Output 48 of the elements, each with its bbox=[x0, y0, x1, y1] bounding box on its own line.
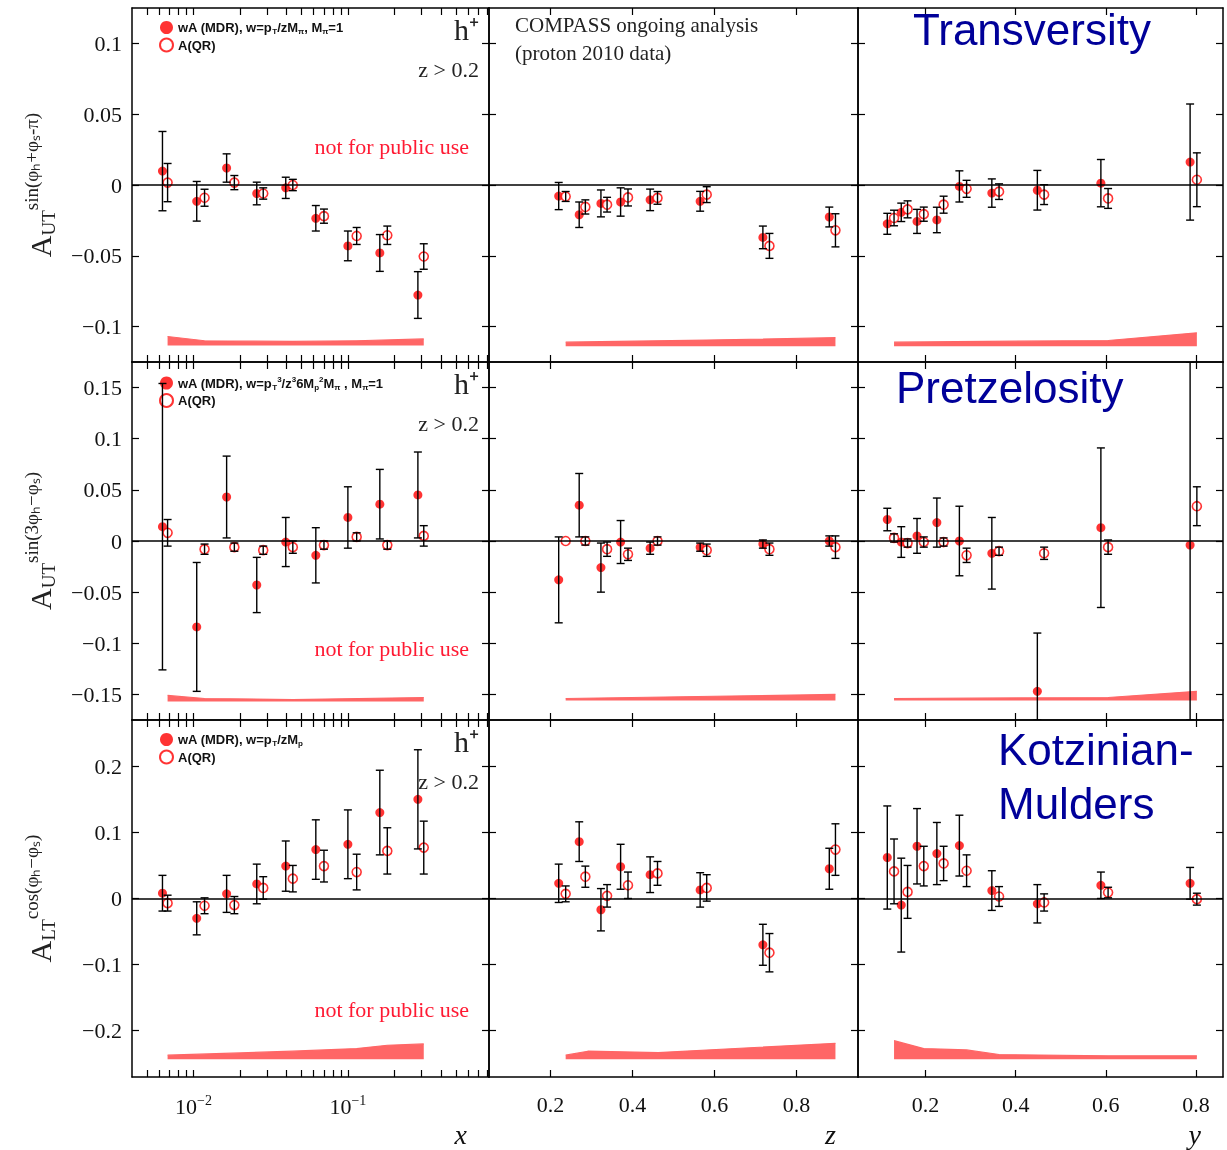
y-tick-label: 0.1 bbox=[94, 426, 122, 452]
y-tick-label: 0 bbox=[111, 528, 122, 554]
y-tick-label: 0.1 bbox=[94, 30, 122, 56]
x-tick-label: 0.2 bbox=[536, 1091, 565, 1117]
x-tick-label: 0.4 bbox=[1001, 1091, 1030, 1117]
y-tick-label: −0.15 bbox=[71, 681, 122, 707]
x-tick-label: 0.6 bbox=[1092, 1091, 1120, 1117]
legend-label: A(QR) bbox=[178, 393, 216, 408]
annotation: Kotzinian- Mulders bbox=[998, 724, 1194, 828]
annotation: (proton 2010 data) bbox=[515, 40, 672, 65]
y-axis-title: AUTsin(3φₕ−φₛ) bbox=[21, 472, 59, 610]
annotation: z > 0.2 bbox=[418, 768, 479, 794]
y-tick-label: 0.1 bbox=[94, 819, 122, 845]
annotation: not for public use bbox=[314, 996, 469, 1022]
annotation: Transversity bbox=[913, 4, 1151, 54]
y-axis-title: AUTsin(φₕ+φₛ-π) bbox=[21, 112, 59, 258]
annotation: COMPASS ongoing analysis bbox=[515, 12, 759, 37]
x-tick-label: 0.6 bbox=[700, 1091, 729, 1117]
x-tick-label: 0.8 bbox=[1182, 1091, 1210, 1117]
annotation: not for public use bbox=[314, 133, 469, 159]
y-tick-label: 0 bbox=[111, 172, 122, 198]
annotation: Pretzelosity bbox=[896, 362, 1124, 412]
annotation: z > 0.2 bbox=[418, 410, 479, 436]
y-axis-title: ALTcos(φₕ−φₛ) bbox=[21, 834, 59, 963]
x-axis-title: z bbox=[824, 1118, 837, 1150]
y-tick-label: −0.2 bbox=[82, 1018, 122, 1044]
legend-label: A(QR) bbox=[178, 749, 216, 765]
y-tick-label: 0.2 bbox=[94, 753, 122, 779]
y-tick-label: 0 bbox=[111, 886, 122, 911]
x-tick-label: 0.2 bbox=[911, 1091, 940, 1117]
y-tick-label: −0.05 bbox=[71, 243, 122, 269]
y-tick-label: 0.05 bbox=[83, 477, 122, 503]
annotation: not for public use bbox=[314, 636, 469, 662]
annotation: h⁺ bbox=[454, 724, 479, 758]
annotation: z > 0.2 bbox=[418, 56, 479, 82]
y-tick-label: 0.15 bbox=[83, 375, 122, 401]
legend-label: A(QR) bbox=[178, 37, 216, 53]
y-tick-label: −0.05 bbox=[71, 579, 122, 605]
x-axis-title: x bbox=[453, 1118, 468, 1150]
annotation: h⁺ bbox=[454, 12, 479, 46]
y-tick-label: −0.1 bbox=[82, 952, 122, 978]
annotation: h⁺ bbox=[454, 366, 479, 400]
x-axis-title: y bbox=[1185, 1118, 1202, 1150]
x-tick-label: 0.8 bbox=[782, 1091, 811, 1117]
y-tick-label: 0.05 bbox=[83, 101, 122, 127]
y-tick-label: −0.1 bbox=[82, 630, 122, 656]
x-tick-label: 0.4 bbox=[618, 1091, 647, 1117]
y-tick-label: −0.1 bbox=[82, 314, 122, 340]
